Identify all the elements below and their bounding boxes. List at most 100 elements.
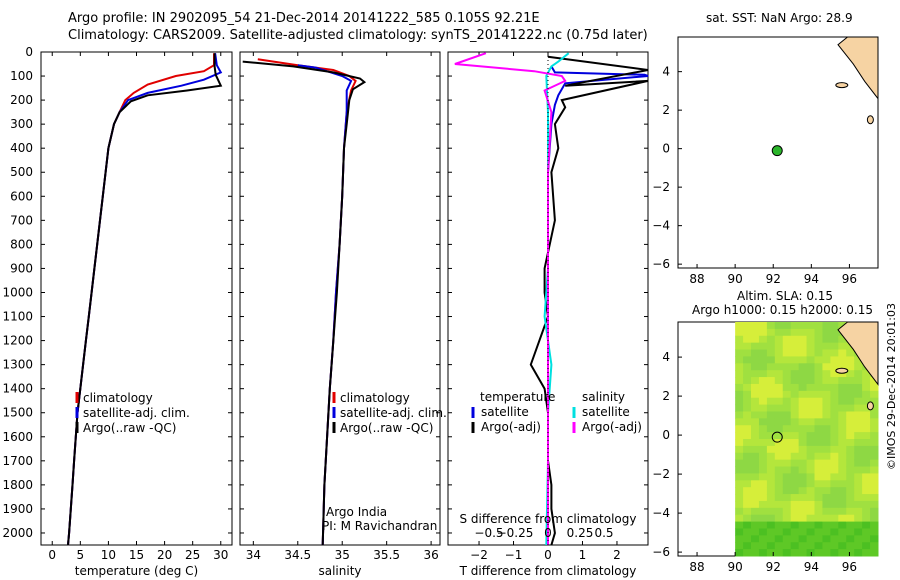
sla-cell	[862, 528, 871, 536]
sla-cell	[758, 370, 768, 378]
sla-cell	[735, 425, 744, 433]
sla-cell	[766, 404, 776, 412]
island-nias	[866, 115, 874, 125]
sla-cell	[743, 425, 752, 433]
sla-cell	[846, 549, 855, 557]
sla-cell	[743, 487, 752, 495]
sla-cell	[806, 535, 816, 543]
sla-cell	[782, 425, 792, 433]
sla-cell	[766, 363, 776, 371]
sla-cell	[854, 397, 863, 406]
sla-cell	[870, 466, 879, 474]
sla-cell	[751, 542, 760, 550]
sla-cell	[735, 397, 744, 406]
island-nias	[866, 401, 874, 411]
ytick-label: 200	[10, 93, 33, 107]
sla-cell	[838, 335, 847, 344]
sla-cell	[751, 370, 760, 378]
sla-cell	[758, 328, 768, 337]
sla-cell	[782, 390, 792, 399]
sla-cell	[782, 466, 792, 474]
sla-cell	[735, 500, 744, 509]
legend-label: satellite-adj. clim.	[83, 406, 190, 420]
sla-cell	[758, 335, 768, 344]
sla-cell	[758, 418, 768, 426]
sla-cell	[766, 328, 776, 337]
x-axis-label: T difference from climatology	[459, 564, 637, 578]
sla-cell	[790, 542, 800, 550]
sla-cell	[782, 418, 792, 426]
sla-cell	[751, 487, 760, 495]
sla-cell	[838, 500, 847, 509]
sla-cell	[758, 473, 768, 481]
sla-cell	[822, 370, 831, 378]
sla-cell	[846, 370, 855, 378]
sla-cell	[758, 521, 768, 529]
sla-cell	[774, 500, 784, 509]
sla-cell	[758, 363, 768, 371]
sla-cell	[735, 439, 744, 447]
xtick-label: 36	[423, 548, 438, 562]
sla-cell	[758, 480, 768, 488]
sla-cell	[774, 404, 784, 412]
sla-cell	[766, 535, 776, 543]
sla-cell	[790, 363, 800, 371]
sla-cell	[862, 466, 871, 474]
sla-cell	[766, 397, 776, 406]
map-xtick-label: 96	[842, 272, 857, 286]
sla-cell	[854, 473, 863, 481]
sla-cell	[838, 411, 847, 419]
sla-cell	[774, 445, 784, 454]
sla-cell	[862, 411, 871, 419]
sla-cell	[751, 432, 760, 440]
xtick-label: 34	[246, 548, 261, 562]
sla-cell	[830, 445, 839, 454]
sla-cell	[862, 521, 871, 529]
sla-cell	[854, 425, 863, 433]
sla-cell	[758, 514, 768, 523]
plot-title-line1: Argo profile: IN 2902095_54 21-Dec-2014 …	[68, 11, 540, 26]
sla-cell	[735, 466, 744, 474]
sla-cell	[854, 459, 863, 468]
sla-cell	[735, 328, 744, 337]
sla-cell	[774, 342, 784, 351]
sla-cell	[838, 487, 847, 495]
sla-cell	[814, 514, 823, 523]
sla-cell	[735, 404, 744, 412]
sla-cell	[806, 404, 816, 412]
sla-cell	[735, 473, 744, 481]
sla-cell	[751, 521, 760, 529]
sla-cell	[870, 411, 879, 419]
sla-cell	[806, 542, 816, 550]
sla-cell	[798, 356, 808, 364]
series-line-argo	[242, 60, 367, 546]
sla-cell	[735, 480, 744, 488]
ytick-label: 1800	[2, 478, 33, 492]
xtick-label: 1	[579, 548, 587, 562]
sla-cell	[830, 500, 839, 509]
sla-cell	[854, 390, 863, 399]
sla-cell	[774, 349, 784, 357]
sla-cell	[758, 542, 768, 550]
sla-cell	[830, 349, 839, 357]
sla-cell	[806, 445, 816, 454]
sla-cell	[854, 494, 863, 502]
sla-cell	[790, 432, 800, 440]
sla-cell	[862, 390, 871, 399]
sla-cell	[870, 487, 879, 495]
sla-cell	[814, 480, 823, 488]
sla-cell	[814, 439, 823, 447]
sla-cell	[814, 397, 823, 406]
sla-cell	[766, 494, 776, 502]
sla-cell	[782, 452, 792, 461]
sla-cell	[798, 549, 808, 557]
sla-cell	[751, 466, 760, 474]
sla-cell	[751, 328, 760, 337]
sla-cell	[735, 390, 744, 399]
sla-cell	[790, 377, 800, 385]
sla-cell	[743, 459, 752, 468]
sla-cell	[790, 342, 800, 351]
sla-cell	[830, 370, 839, 378]
sla-cell	[806, 370, 816, 378]
